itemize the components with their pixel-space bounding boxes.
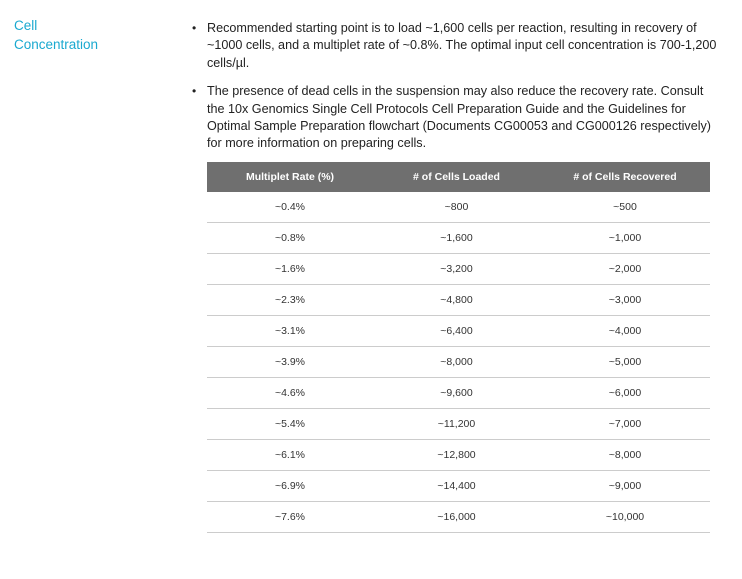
table-row: ~5.4% ~11,200 ~7,000	[207, 408, 710, 440]
table-row: ~3.1% ~6,400 ~4,000	[207, 315, 710, 347]
cell-multiplet-rate: ~0.8%	[207, 222, 373, 254]
cell-cells-recovered: ~10,000	[540, 501, 710, 533]
bullet-item-dead-cells: • The presence of dead cells in the susp…	[192, 83, 720, 153]
table-row: ~6.9% ~14,400 ~9,000	[207, 470, 710, 502]
cell-cells-loaded: ~12,800	[373, 439, 540, 471]
header-multiplet-rate: Multiplet Rate (%)	[207, 162, 373, 192]
cell-cells-recovered: ~7,000	[540, 408, 710, 440]
cell-multiplet-rate: ~7.6%	[207, 501, 373, 533]
table-row: ~0.4% ~800 ~500	[207, 192, 710, 223]
bullet-item-loading: • Recommended starting point is to load …	[192, 20, 720, 72]
table-row: ~6.1% ~12,800 ~8,000	[207, 439, 710, 471]
cell-cells-loaded: ~6,400	[373, 315, 540, 347]
table-header-row: Multiplet Rate (%) # of Cells Loaded # o…	[207, 162, 710, 192]
table-row: ~7.6% ~16,000 ~10,000	[207, 501, 710, 533]
cell-cells-recovered: ~6,000	[540, 377, 710, 409]
bullet-marker: •	[192, 84, 197, 99]
cell-cells-loaded: ~11,200	[373, 408, 540, 440]
cell-cells-recovered: ~1,000	[540, 222, 710, 254]
cell-multiplet-rate: ~5.4%	[207, 408, 373, 440]
cell-cells-recovered: ~2,000	[540, 253, 710, 285]
section-label: Cell Concentration	[14, 16, 164, 54]
cell-cells-loaded: ~14,400	[373, 470, 540, 502]
section-label-line2: Concentration	[14, 37, 99, 52]
cell-multiplet-rate: ~4.6%	[207, 377, 373, 409]
table-row: ~0.8% ~1,600 ~1,000	[207, 222, 710, 254]
bullet-text: The presence of dead cells in the suspen…	[207, 84, 711, 151]
table-body: ~0.4% ~800 ~500 ~0.8% ~1,600 ~1,000 ~1.6% ~3,20…	[207, 192, 710, 533]
cell-cells-recovered: ~500	[540, 192, 710, 223]
cell-cells-recovered: ~4,000	[540, 315, 710, 347]
cell-cells-recovered: ~3,000	[540, 284, 710, 316]
cell-multiplet-rate: ~0.4%	[207, 192, 373, 223]
cell-cells-recovered: ~5,000	[540, 346, 710, 378]
cell-cells-loaded: ~9,600	[373, 377, 540, 409]
cell-cells-recovered: ~8,000	[540, 439, 710, 471]
header-cells-recovered: # of Cells Recovered	[540, 162, 710, 192]
cell-multiplet-rate: ~1.6%	[207, 253, 373, 285]
cell-cells-loaded: ~4,800	[373, 284, 540, 316]
cell-multiplet-rate: ~2.3%	[207, 284, 373, 316]
table-row: ~4.6% ~9,600 ~6,000	[207, 377, 710, 409]
multiplet-table-container: Multiplet Rate (%) # of Cells Loaded # o…	[207, 162, 710, 533]
cell-cells-loaded: ~16,000	[373, 501, 540, 533]
section-label-line1: Cell	[14, 18, 38, 33]
cell-cells-loaded: ~8,000	[373, 346, 540, 378]
multiplet-rate-table: Multiplet Rate (%) # of Cells Loaded # o…	[207, 162, 710, 533]
cell-multiplet-rate: ~3.1%	[207, 315, 373, 347]
table-row: ~3.9% ~8,000 ~5,000	[207, 346, 710, 378]
table-row: ~1.6% ~3,200 ~2,000	[207, 253, 710, 285]
header-cells-loaded: # of Cells Loaded	[373, 162, 540, 192]
bullet-list: • Recommended starting point is to load …	[192, 20, 720, 164]
cell-multiplet-rate: ~6.1%	[207, 439, 373, 471]
cell-multiplet-rate: ~6.9%	[207, 470, 373, 502]
cell-cells-loaded: ~800	[373, 192, 540, 223]
cell-multiplet-rate: ~3.9%	[207, 346, 373, 378]
table-row: ~2.3% ~4,800 ~3,000	[207, 284, 710, 316]
cell-cells-recovered: ~9,000	[540, 470, 710, 502]
table-header: Multiplet Rate (%) # of Cells Loaded # o…	[207, 162, 710, 192]
bullet-marker: •	[192, 21, 197, 35]
cell-cells-loaded: ~3,200	[373, 253, 540, 285]
bullet-text: Recommended starting point is to load ~1…	[207, 21, 717, 70]
cell-cells-loaded: ~1,600	[373, 222, 540, 254]
